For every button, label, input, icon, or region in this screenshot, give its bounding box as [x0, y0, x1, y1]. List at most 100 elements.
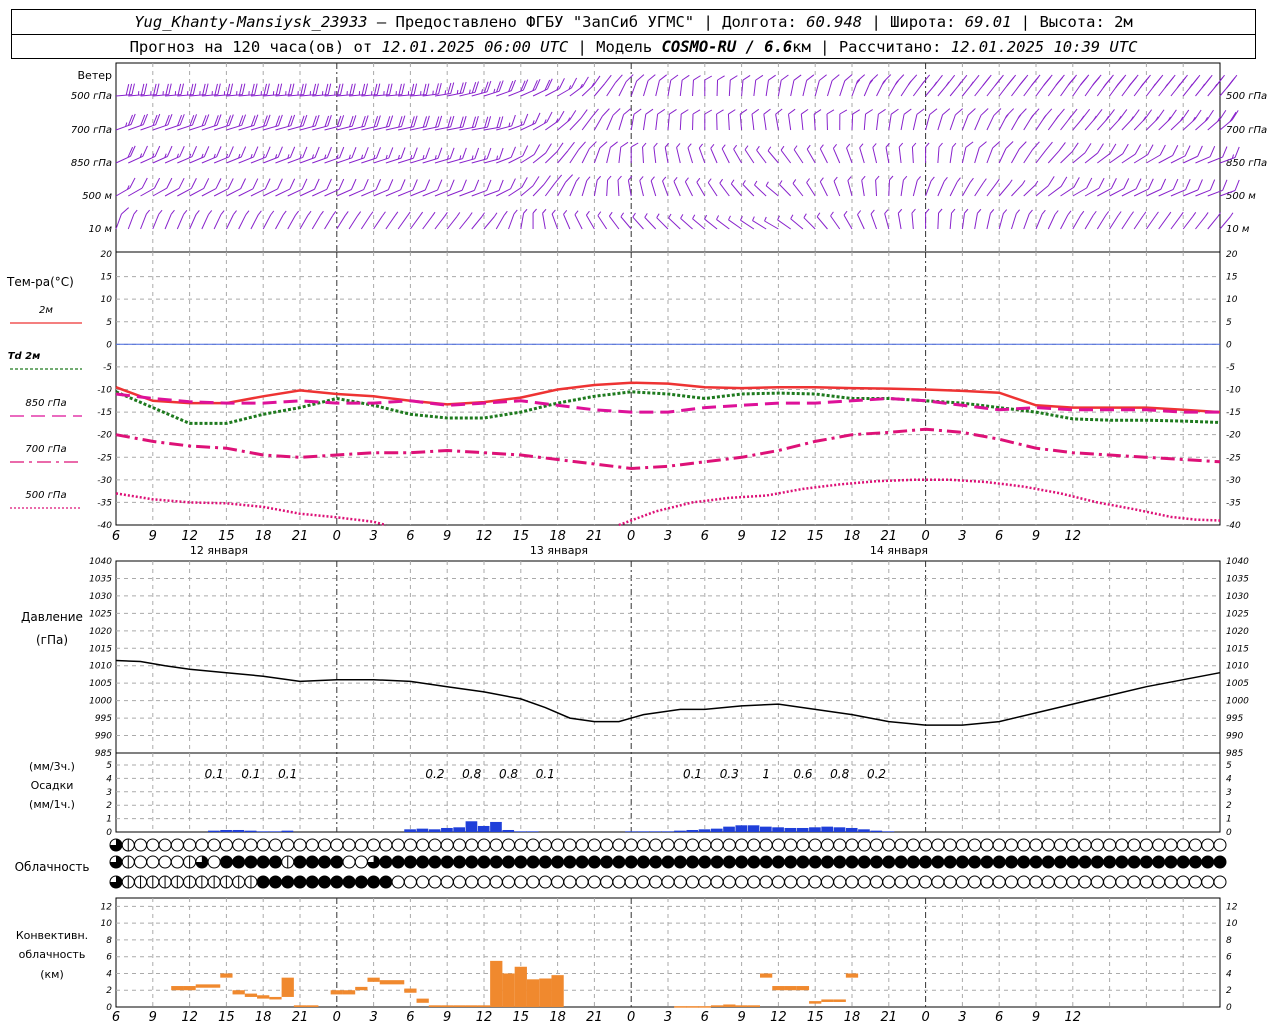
time-tick-label: 21 — [292, 529, 309, 544]
wind-barb — [876, 114, 879, 131]
wind-barb-half-feather — [885, 142, 890, 148]
cloud-circle — [980, 855, 994, 869]
temperature-series-line — [115, 392, 1220, 414]
bottom-time-tick: 15 — [513, 1010, 530, 1024]
wind-barb-feather — [473, 179, 480, 191]
wind-barb-feather — [547, 78, 553, 90]
wind-barb — [544, 151, 558, 164]
cloud-circle — [195, 838, 209, 852]
cloud-circle — [710, 875, 724, 889]
cloud-circle — [1127, 855, 1141, 869]
wind-barb-feather — [277, 178, 283, 190]
precip-tick-left: 2 — [106, 801, 112, 811]
wind-barb-feather — [152, 114, 158, 126]
wind-barb — [532, 184, 545, 197]
wind-barb-half-feather — [684, 177, 689, 183]
bottom-time-tick: 6 — [701, 1010, 709, 1024]
cloud-symbol — [808, 875, 822, 889]
wind-barb — [800, 114, 804, 131]
bottom-time-tick: 6 — [995, 1010, 1003, 1024]
lon-value: 60.948 — [806, 13, 863, 31]
cloud-circle — [980, 875, 994, 889]
cloud-symbol — [673, 875, 687, 889]
convective-title-3: (км) — [40, 968, 64, 981]
wind-barb — [557, 150, 569, 164]
cloud-circle — [919, 875, 933, 889]
wind-barb-feather — [155, 83, 160, 95]
cloud-symbol — [1176, 855, 1190, 869]
temperature-tick-right: 5 — [1226, 318, 1232, 328]
wind-barb — [471, 189, 487, 197]
cloud-circle — [710, 838, 724, 852]
cloud-symbol — [1041, 855, 1055, 869]
cloud-circle — [575, 875, 589, 889]
convective-bar — [686, 1006, 699, 1008]
wind-barb-feather — [241, 114, 247, 126]
wind-barb — [653, 147, 657, 164]
cloud-symbol — [808, 855, 822, 869]
wind-barb — [618, 147, 622, 164]
cloud-symbol — [1029, 875, 1043, 889]
temperature-tick-left: 0 — [106, 340, 112, 350]
cloud-symbol — [710, 838, 724, 852]
wind-barb-feather — [870, 74, 879, 82]
wind-barb-half-feather — [704, 214, 708, 220]
convective-bar — [244, 993, 258, 997]
wind-barb-feather — [450, 115, 455, 127]
wind-barb-feather — [704, 75, 713, 81]
cloud-symbol — [158, 855, 172, 869]
wind-barb-feather — [447, 116, 452, 128]
wind-barb-feather — [265, 114, 271, 126]
wind-barb-feather — [401, 115, 406, 127]
wind-barb-feather — [591, 108, 599, 118]
cloud-circle — [882, 838, 896, 852]
cloud-symbol — [636, 875, 650, 889]
cloud-circle — [1066, 838, 1080, 852]
cloud-symbol — [796, 855, 810, 869]
wind-barb-feather — [191, 146, 198, 157]
wind-barb-feather — [178, 177, 185, 189]
cloud-symbol — [1041, 875, 1055, 889]
wind-barb — [632, 216, 644, 230]
wind-barb — [925, 180, 932, 197]
wind-barb-feather — [1005, 141, 1014, 149]
model-label: | Модель — [568, 38, 662, 56]
wind-barb-half-feather — [1118, 116, 1122, 121]
bottom-time-tick: 18 — [549, 1010, 566, 1024]
wind-barb-feather — [435, 83, 439, 95]
cloud-symbol — [244, 875, 258, 889]
wind-barb-half-feather — [503, 210, 508, 216]
cloud-circle — [183, 838, 197, 852]
wind-barb-half-feather — [1142, 211, 1147, 217]
wind-barb — [727, 113, 730, 131]
wind-barb — [606, 82, 616, 97]
bottom-time-tick: 3 — [369, 1010, 377, 1024]
wind-barb — [434, 189, 451, 197]
wind-barb — [961, 114, 969, 131]
cloud-symbol — [465, 838, 479, 852]
cloud-symbol — [183, 838, 197, 852]
precip-bar — [244, 830, 257, 832]
cloud-circle — [207, 838, 221, 852]
wind-barb — [581, 180, 588, 197]
wind-barb-half-feather — [806, 178, 810, 183]
wind-barb — [581, 148, 590, 164]
wind-barb — [826, 80, 833, 97]
wind-barb — [1109, 153, 1123, 164]
bottom-time-tick: 0 — [627, 1010, 635, 1024]
wind-barb-feather — [623, 108, 632, 116]
wind-barb-feather — [1197, 145, 1203, 157]
wind-barb — [692, 218, 706, 230]
bottom-time-tick: 3 — [958, 1010, 966, 1024]
wind-barb — [673, 181, 681, 197]
wind-barb-feather — [216, 146, 222, 158]
wind-barb-feather — [1032, 141, 1040, 150]
cloud-circle — [624, 875, 638, 889]
wind-barb-half-feather — [793, 145, 798, 150]
convective-bar — [428, 1005, 442, 1007]
cloud-symbol — [1029, 855, 1043, 869]
wind-barb-half-feather — [456, 212, 461, 217]
convective-bar — [441, 1005, 454, 1007]
cloud-circle — [563, 875, 577, 889]
temperature-tick-left: 15 — [101, 273, 113, 283]
